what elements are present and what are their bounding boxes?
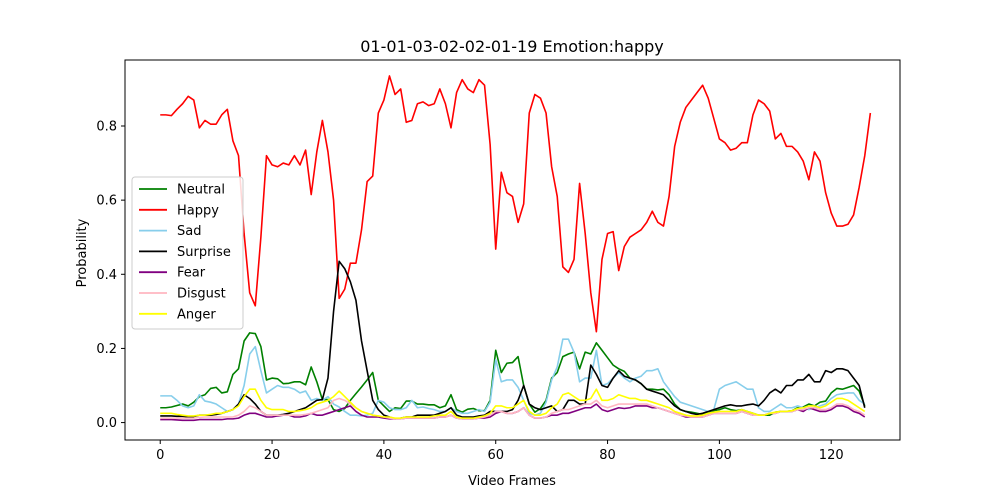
series-line-happy	[160, 75, 872, 333]
x-tick-label: 100	[707, 448, 732, 463]
series-line-anger	[160, 388, 866, 419]
legend-label: Neutral	[177, 183, 225, 198]
legend-label: Fear	[177, 266, 206, 281]
series-line-sad	[160, 338, 866, 417]
legend-label: Sad	[177, 224, 201, 239]
x-axis-label: Video Frames	[468, 474, 556, 489]
y-tick-label: 0.2	[96, 342, 117, 357]
plot-area	[160, 75, 872, 422]
series-line-disgust	[160, 397, 866, 420]
x-tick-label: 0	[156, 448, 164, 463]
legend-label: Anger	[177, 307, 216, 322]
legend-label: Happy	[177, 203, 219, 218]
y-tick-label: 0.8	[96, 119, 117, 134]
x-tick-label: 80	[599, 448, 616, 463]
chart-title: 01-01-03-02-02-01-19 Emotion:happy	[360, 37, 664, 56]
axes-frame	[124, 59, 901, 441]
x-tick-label: 60	[487, 448, 504, 463]
y-axis: 0.0 0.2 0.4 0.6 0.8	[96, 119, 125, 431]
legend-label: Surprise	[177, 245, 231, 260]
legend-box	[131, 176, 244, 330]
y-axis-label: Probability	[75, 218, 90, 287]
x-tick-label: 120	[819, 448, 844, 463]
x-axis: 0 20 40 60 80 100 120	[156, 440, 844, 463]
legend: Neutral Happy Sad Surprise Fear Disgust Anger	[131, 176, 244, 330]
legend-label: Disgust	[177, 287, 226, 302]
y-tick-label: 0.4	[96, 268, 117, 283]
y-tick-label: 0.0	[96, 416, 117, 431]
x-tick-label: 20	[264, 448, 281, 463]
y-tick-label: 0.6	[96, 194, 117, 209]
x-tick-label: 40	[376, 448, 393, 463]
